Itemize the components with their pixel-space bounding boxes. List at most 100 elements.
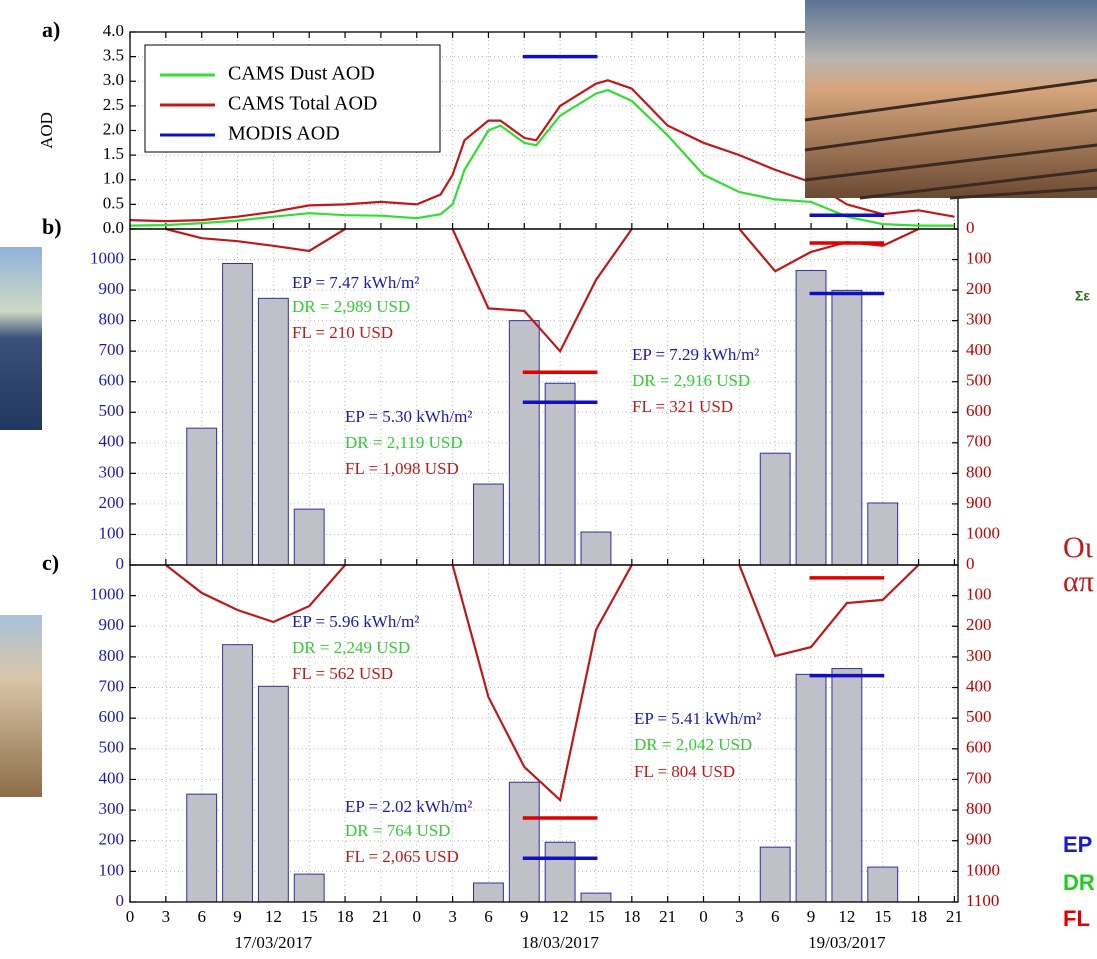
y2-tick-label: 900: [966, 830, 992, 849]
bar: [867, 502, 899, 565]
line: [130, 79, 955, 223]
y2-tick-label: 0: [966, 554, 975, 573]
bar: [186, 793, 218, 902]
y-tick-label: 0: [116, 554, 125, 573]
x-tick-label: 6: [484, 907, 493, 926]
plot: [165, 565, 920, 902]
x-tick-label: 3: [448, 907, 457, 926]
annotation: DR = 2,042 USD: [634, 735, 752, 754]
line: [165, 565, 920, 803]
y-tick-label: 500: [99, 401, 125, 420]
bar: [222, 263, 253, 565]
y-tick-label: 2.5: [103, 95, 124, 114]
annotation: EP = 7.47 kWh/m²: [292, 273, 419, 292]
y-tick-label: 900: [99, 279, 125, 298]
plot: [165, 229, 920, 565]
legend-label: MODIS AOD: [228, 123, 340, 145]
bar: [293, 873, 325, 902]
annotation: EP = 5.41 kWh/m²: [634, 709, 761, 728]
y-tick-label: 300: [99, 799, 125, 818]
bar: [257, 297, 289, 565]
y2-tick-label: 700: [966, 768, 992, 787]
x-tick-label: 9: [233, 907, 242, 926]
x-group-label: 19/03/2017: [808, 933, 886, 952]
y-tick-label: 3.0: [103, 70, 124, 89]
bar: [186, 427, 218, 565]
y2-tick-label: 100: [966, 248, 992, 267]
y2-tick-label: 0: [966, 218, 975, 237]
bar: [293, 508, 325, 565]
y-tick-label: 1.0: [103, 169, 124, 188]
legend-label: CAMS Dust AOD: [228, 63, 375, 85]
y2-tick-label: 1000: [966, 523, 1000, 542]
annotation: FL = 2,065 USD: [345, 847, 459, 866]
y2-tick-label: 500: [966, 371, 992, 390]
x-tick-label: 21: [659, 907, 676, 926]
y-tick-label: 700: [99, 676, 125, 695]
x-tick-label: 0: [699, 907, 708, 926]
x-group-label: 17/03/2017: [235, 933, 313, 952]
y2-tick-label: 500: [966, 707, 992, 726]
annotation: DR = 764 USD: [345, 821, 450, 840]
annotation: FL = 562 USD: [292, 664, 393, 683]
y-tick-label: 900: [99, 615, 125, 634]
annotation: FL = 1,098 USD: [345, 459, 459, 478]
y-tick-label: 500: [99, 738, 125, 757]
y-tick-label: 1000: [90, 248, 124, 267]
bar: [795, 673, 827, 902]
line: [165, 229, 920, 354]
y-tick-label: 200: [99, 830, 125, 849]
photo: [0, 247, 42, 430]
slide-text: Οι: [1063, 531, 1093, 564]
x-tick-label: 3: [735, 907, 744, 926]
bar: [580, 531, 612, 565]
y-tick-label: 0: [116, 891, 125, 910]
slide-text: DR: [1063, 870, 1095, 895]
y2-tick-label: 700: [966, 432, 992, 451]
bar: [580, 892, 612, 902]
y2-tick-label: 300: [966, 646, 992, 665]
y2-tick-label: 1100: [966, 891, 999, 910]
slide-text: απ: [1063, 565, 1094, 598]
x-tick-label: 15: [874, 907, 891, 926]
x-tick-label: 3: [162, 907, 171, 926]
bar: [759, 452, 791, 565]
bar: [508, 320, 540, 565]
annotation: DR = 2,119 USD: [345, 433, 463, 452]
x-tick-label: 15: [587, 907, 604, 926]
y2-tick-label: 200: [966, 279, 992, 298]
x-group-label: 18/03/2017: [521, 933, 599, 952]
y-tick-label: 300: [99, 462, 125, 481]
annotation: FL = 210 USD: [292, 323, 393, 342]
x-tick-label: 12: [265, 907, 282, 926]
y-axis-label: AOD: [37, 112, 56, 149]
y-tick-label: 100: [99, 523, 125, 542]
y-tick-label: 400: [99, 768, 125, 787]
slide-text: Σε: [1075, 288, 1090, 304]
y2-tick-label: 600: [966, 738, 992, 757]
y-tick-label: 700: [99, 340, 125, 359]
x-tick-label: 18: [623, 907, 640, 926]
x-tick-label: 21: [946, 907, 963, 926]
y-tick-label: 200: [99, 493, 125, 512]
x-tick-label: 9: [807, 907, 816, 926]
y2-tick-label: 200: [966, 615, 992, 634]
annotation: EP = 5.96 kWh/m²: [292, 612, 419, 631]
x-tick-label: 12: [838, 907, 855, 926]
bar: [544, 841, 576, 902]
y2-tick-label: 300: [966, 310, 992, 329]
y2-tick-label: 400: [966, 340, 992, 359]
legend-label: CAMS Total AOD: [228, 93, 377, 115]
x-tick-label: 12: [552, 907, 569, 926]
bar: [831, 668, 863, 902]
y-tick-label: 100: [99, 860, 125, 879]
y-tick-label: 1000: [90, 585, 124, 604]
y2-tick-label: 1000: [966, 860, 1000, 879]
plot: [130, 54, 955, 227]
x-tick-label: 6: [771, 907, 780, 926]
x-tick-label: 15: [301, 907, 318, 926]
x-tick-label: 21: [372, 907, 389, 926]
y2-tick-label: 600: [966, 401, 992, 420]
